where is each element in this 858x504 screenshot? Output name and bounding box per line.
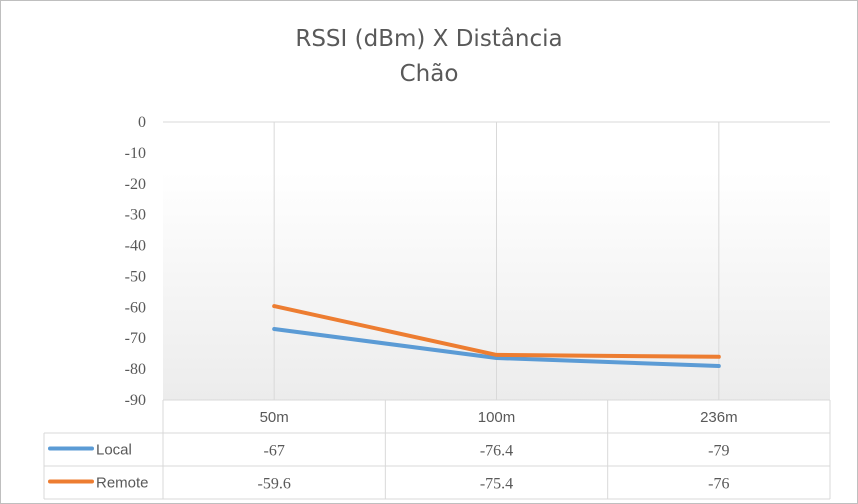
table-value-cell: -79	[708, 443, 729, 460]
y-tick-label: -50	[125, 268, 146, 285]
table-value-cell: -67	[264, 443, 285, 460]
category-label: 50m	[260, 409, 289, 426]
table-value-cell: -76.4	[480, 443, 513, 460]
table-value-cell: -75.4	[480, 476, 513, 493]
y-tick-label: -30	[125, 207, 146, 224]
y-tick-label: 0	[138, 114, 146, 131]
legend-label: Remote	[96, 475, 149, 492]
legend-label: Local	[96, 442, 132, 459]
y-tick-label: -80	[125, 361, 146, 378]
category-label: 236m	[700, 409, 738, 426]
table-value-cell: -59.6	[258, 476, 291, 493]
table-value-cell: -76	[708, 476, 729, 493]
chart-subtitle: Chão	[399, 61, 459, 87]
category-label: 100m	[478, 409, 516, 426]
y-tick-label: -10	[125, 145, 146, 162]
y-tick-label: -20	[125, 176, 146, 193]
y-tick-label: -40	[125, 238, 146, 255]
y-tick-label: -70	[125, 330, 146, 347]
y-tick-label: -60	[125, 299, 146, 316]
y-tick-label: -90	[125, 392, 146, 409]
chart-title: RSSI (dBm) X Distância	[295, 26, 563, 52]
